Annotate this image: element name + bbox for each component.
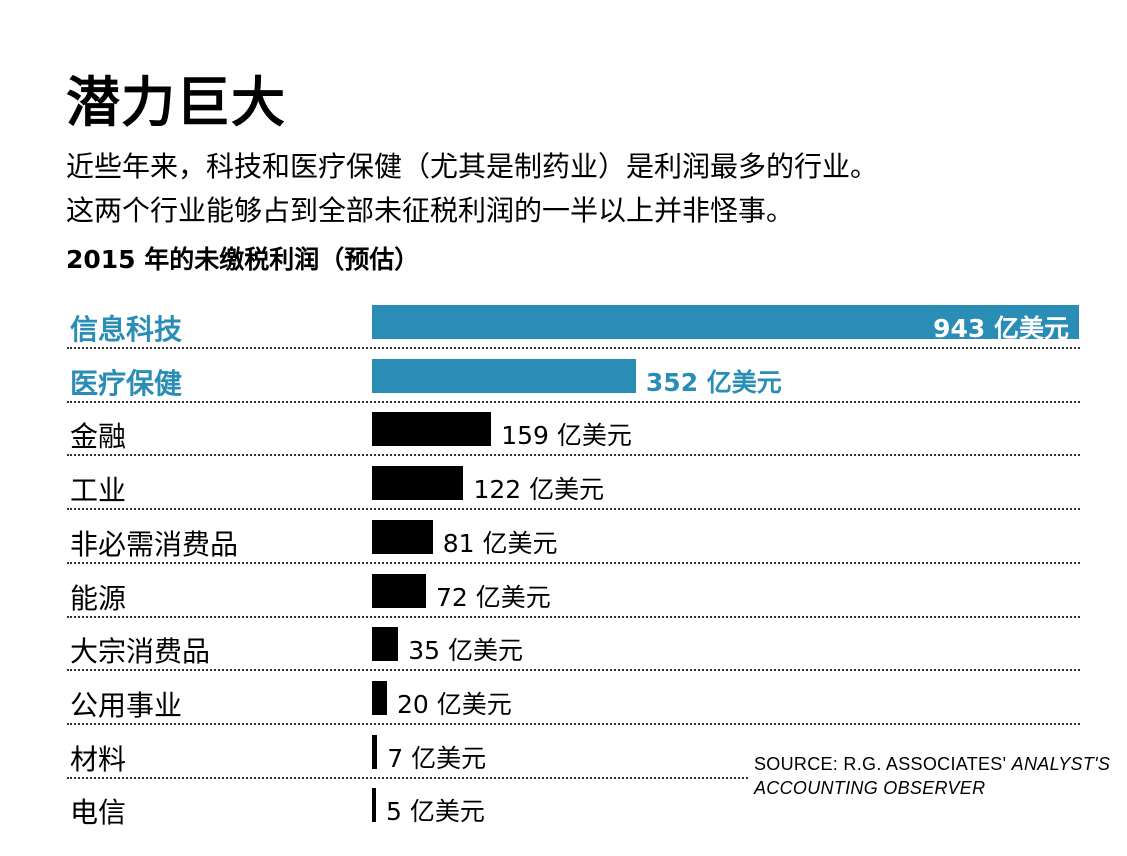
row-divider xyxy=(67,454,1080,457)
bar-row: 信息科技 943 亿美元 xyxy=(0,300,1127,354)
source-publication: ANALYST'S ACCOUNTING OBSERVER xyxy=(754,754,1111,798)
bar xyxy=(372,466,464,501)
bar-row: 工业 122 亿美元 xyxy=(0,461,1127,515)
page-title: 潜力巨大 xyxy=(66,71,286,134)
bar-row: 医疗保健 352 亿美元 xyxy=(0,354,1127,408)
chart-title: 2015 年的未缴税利润（预估） xyxy=(66,245,420,274)
category-label: 公用事业 xyxy=(70,688,183,722)
bar-row: 金融 159 亿美元 xyxy=(0,407,1127,461)
category-label: 非必需消费品 xyxy=(70,527,239,561)
bar-row: 材料 7 亿美元 xyxy=(0,730,1127,784)
category-label: 电信 xyxy=(70,796,127,830)
subtitle-line-2: 这两个行业能够占到全部未征税利润的一半以上并非怪事。 xyxy=(66,194,795,227)
bar xyxy=(372,358,636,393)
value-label: 5 亿美元 xyxy=(386,797,485,827)
value-label: 352 亿美元 xyxy=(645,367,782,397)
bar xyxy=(372,680,387,715)
bar xyxy=(372,734,378,769)
bar-row: 公用事业 20 亿美元 xyxy=(0,676,1127,730)
row-divider xyxy=(67,400,1080,403)
bar-row: 能源 72 亿美元 xyxy=(0,569,1127,623)
row-divider xyxy=(67,508,1080,511)
bar xyxy=(372,627,399,662)
bar xyxy=(372,519,433,554)
bar xyxy=(372,305,1079,339)
bar-row: 电信 5 亿美元 xyxy=(0,783,1127,837)
source-note: SOURCE: R.G. ASSOCIATES' ANALYST'S ACCOU… xyxy=(750,752,1127,800)
value-label: 35 亿美元 xyxy=(408,636,523,666)
value-label: 7 亿美元 xyxy=(387,743,487,773)
row-divider xyxy=(67,561,1080,564)
value-label: 20 亿美元 xyxy=(396,689,512,719)
category-label: 能源 xyxy=(70,581,127,615)
row-divider xyxy=(67,347,1080,349)
category-label: 工业 xyxy=(70,474,127,508)
category-label: 大宗消费品 xyxy=(70,635,211,669)
subtitle-line-1: 近些年来，科技和医疗保健（尤其是制药业）是利润最多的行业。 xyxy=(66,150,879,183)
category-label: 金融 xyxy=(70,420,127,454)
category-label: 信息科技 xyxy=(70,313,183,346)
value-label: 159 亿美元 xyxy=(501,421,632,451)
row-divider xyxy=(67,776,1080,779)
source-prefix: SOURCE: R.G. ASSOCIATES' xyxy=(754,754,1012,774)
bar xyxy=(372,412,492,447)
bar xyxy=(372,573,426,608)
bar-row: 非必需消费品 81 亿美元 xyxy=(0,515,1127,569)
row-divider xyxy=(67,615,1080,618)
category-label: 医疗保健 xyxy=(70,366,183,400)
value-label: 81 亿美元 xyxy=(442,528,558,558)
bar-row: 大宗消费品 35 亿美元 xyxy=(0,622,1127,676)
category-label: 材料 xyxy=(70,742,127,776)
row-divider xyxy=(67,669,1080,672)
value-label: 72 亿美元 xyxy=(435,582,551,612)
row-divider xyxy=(67,722,1080,725)
value-label: 943 亿美元 xyxy=(933,314,1069,343)
value-label: 122 亿美元 xyxy=(473,475,605,505)
bar xyxy=(372,788,376,823)
